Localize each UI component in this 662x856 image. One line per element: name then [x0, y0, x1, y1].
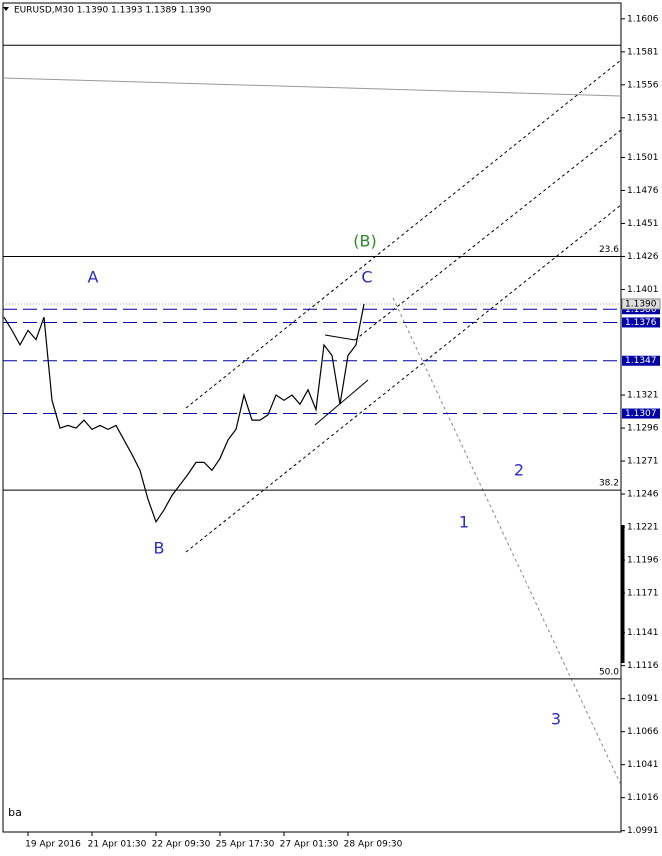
chart-title: EURUSD,M30 1.1390 1.1393 1.1389 1.1390 — [14, 6, 212, 16]
y-tick-label: 1.1581 — [627, 47, 659, 57]
wave-label: C — [361, 268, 372, 287]
wave-label: B — [154, 539, 165, 558]
y-tick-label: 1.1196 — [627, 556, 659, 566]
x-tick-label: 22 Apr 09:30 — [152, 840, 211, 850]
price-label: 1.1307 — [625, 409, 657, 419]
y-tick-label: 1.1451 — [627, 219, 659, 229]
y-tick-label: 1.1091 — [627, 694, 659, 704]
trendline — [2, 77, 622, 97]
y-tick-label: 1.0991 — [627, 826, 659, 836]
x-tick-label: 28 Apr 09:30 — [344, 840, 403, 850]
fib-label: 50.0 — [599, 667, 619, 677]
price-box — [622, 317, 660, 328]
y-tick-label: 1.1531 — [627, 113, 659, 123]
y-tick-label: 1.1501 — [627, 153, 659, 163]
fib-label: 23.6 — [599, 245, 619, 255]
channel-line — [185, 59, 622, 409]
fib-label: 38.2 — [599, 479, 619, 489]
wave-label: A — [88, 268, 99, 287]
plot-frame — [2, 2, 622, 833]
y-tick-label: 1.1116 — [627, 661, 659, 671]
x-tick-label: 19 Apr 2016 — [25, 840, 81, 850]
price-box — [622, 355, 660, 366]
price-box — [621, 298, 661, 310]
y-tick-label: 1.1221 — [627, 523, 659, 533]
x-tick-label: 25 Apr 17:30 — [216, 840, 275, 850]
trendlines — [2, 59, 625, 786]
y-tick-label: 1.1141 — [627, 628, 659, 638]
y-tick-label: 1.1606 — [627, 14, 659, 24]
wave-label: ba — [8, 806, 22, 819]
current-price-label: 1.1390 — [625, 299, 657, 309]
y-tick-label: 1.1556 — [627, 80, 659, 90]
y-tick-label: 1.1426 — [627, 252, 659, 262]
y-tick-label: 1.1066 — [627, 727, 659, 737]
price-box — [622, 408, 660, 419]
wave-label: 3 — [551, 710, 561, 729]
price-line-series — [3, 303, 365, 524]
y-tick-label: 1.1271 — [627, 457, 659, 467]
x-tick-label: 21 Apr 01:30 — [88, 840, 147, 850]
menu-arrow — [3, 7, 9, 11]
price-label: 1.1347 — [625, 356, 657, 366]
y-tick-label: 1.1016 — [627, 793, 659, 803]
y-tick-label: 1.1401 — [627, 285, 659, 295]
y-tick-label: 1.1246 — [627, 490, 659, 500]
channel-line — [354, 129, 622, 341]
wave-label: 1 — [459, 513, 469, 532]
channel-line — [185, 204, 622, 553]
wave-label: 2 — [514, 461, 524, 480]
price-label: 1.1376 — [625, 318, 657, 328]
y-tick-label: 1.1476 — [627, 186, 659, 196]
y-tick-label: 1.1041 — [627, 760, 659, 770]
y-tick-label: 1.1171 — [627, 589, 659, 599]
trendline — [314, 379, 369, 426]
y-tick-label: 1.1321 — [627, 391, 659, 401]
wave-label: (B) — [353, 232, 376, 251]
y-tick-label: 1.1296 — [627, 424, 659, 434]
trendline — [324, 334, 356, 341]
price-label: 1.1386 — [625, 305, 657, 315]
x-tick-label: 27 Apr 01:30 — [280, 840, 339, 850]
